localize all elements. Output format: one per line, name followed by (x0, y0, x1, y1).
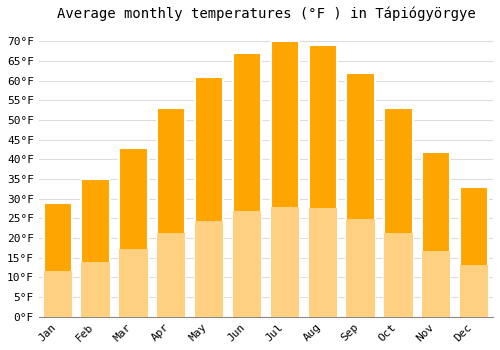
Bar (195, 221, 224, 317)
Bar (270, 206, 299, 317)
Bar (346, 219, 375, 317)
Bar (308, 45, 337, 317)
Bar (195, 77, 224, 317)
Bar (346, 73, 375, 317)
Bar (119, 148, 148, 317)
Title: Average monthly temperatures (°F ) in Tápiógyörgye: Average monthly temperatures (°F ) in Tá… (56, 7, 476, 21)
Bar (44, 203, 72, 317)
Bar (233, 53, 261, 317)
Bar (460, 187, 488, 317)
Bar (384, 108, 412, 317)
Bar (233, 211, 261, 317)
Bar (157, 108, 186, 317)
Bar (308, 208, 337, 317)
Bar (44, 271, 72, 317)
Bar (384, 233, 412, 317)
Bar (82, 179, 110, 317)
Bar (460, 265, 488, 317)
Bar (119, 249, 148, 317)
Bar (157, 233, 186, 317)
Bar (270, 41, 299, 317)
Bar (422, 251, 450, 317)
Bar (422, 152, 450, 317)
Bar (82, 262, 110, 317)
